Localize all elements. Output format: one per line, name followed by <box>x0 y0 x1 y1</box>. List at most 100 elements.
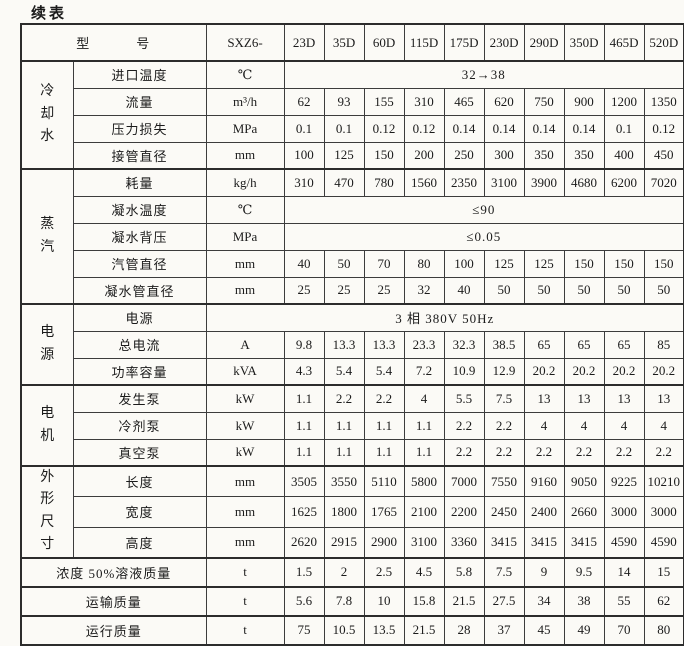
value-cell: 50 <box>643 276 684 305</box>
unit-cell: m³/h <box>205 87 285 116</box>
value-cell: 1.1 <box>283 438 325 467</box>
model-header: 115D <box>403 23 445 62</box>
value-cell: 7020 <box>643 168 684 197</box>
value-cell: 38 <box>563 585 605 617</box>
table-row: 真空泵 kW 1.1 1.1 1.1 1.1 2.2 2.2 2.2 2.2 2.2 2.2 <box>21 438 684 467</box>
value-cell: 0.12 <box>643 114 684 143</box>
unit-cell: kg/h <box>205 168 285 197</box>
value-cell: 40 <box>283 249 325 278</box>
value-cell: 350 <box>523 141 565 170</box>
value-cell: 2.2 <box>483 411 525 440</box>
value-cell: 1.1 <box>323 411 365 440</box>
unit-cell: mm <box>205 465 285 498</box>
value-cell: 200 <box>403 141 445 170</box>
value-cell: 45 <box>523 614 565 646</box>
value-cell: 1.1 <box>363 411 405 440</box>
value-cell: 1560 <box>403 168 445 197</box>
value-cell: 10.9 <box>443 357 485 386</box>
span-value-cell: 32→38 <box>283 60 684 89</box>
value-cell: 2620 <box>283 526 325 559</box>
row-label: 接管直径 <box>72 141 207 170</box>
table-header-row: 型 号 SXZ6- 23D 35D 60D 115D 175D 230D 290D 350D 4… <box>20 23 684 62</box>
value-cell: 25 <box>283 276 325 305</box>
value-cell: 150 <box>603 249 645 278</box>
value-cell: 5.4 <box>363 357 405 386</box>
unit-cell: ℃ <box>205 60 285 89</box>
value-cell: 3900 <box>523 168 565 197</box>
group-label: 电机 <box>40 406 55 444</box>
value-cell: 2450 <box>483 496 525 528</box>
value-cell: 2915 <box>323 526 365 559</box>
row-label: 流量 <box>72 87 207 116</box>
row-label: 总电流 <box>72 330 207 359</box>
row-label: 凝水背压 <box>72 222 207 251</box>
unit-cell: mm <box>205 249 285 278</box>
table-row: 运行质量 t 75 10.5 13.5 21.5 28 37 45 49 70 80 <box>20 614 684 646</box>
value-cell: 5.4 <box>323 357 365 386</box>
value-cell: 2660 <box>563 496 605 528</box>
span-value-cell: ≤90 <box>283 195 684 224</box>
value-cell: 4.3 <box>283 357 325 386</box>
value-cell: 9225 <box>603 465 645 498</box>
value-cell: 62 <box>643 585 684 617</box>
value-cell: 15.8 <box>403 585 445 617</box>
value-cell: 80 <box>403 249 445 278</box>
value-cell: 3360 <box>443 526 485 559</box>
value-cell: 4 <box>563 411 605 440</box>
row-label: 高度 <box>72 526 207 559</box>
unit-cell: t <box>205 556 285 588</box>
value-cell: 310 <box>283 168 325 197</box>
value-cell: 3000 <box>643 496 684 528</box>
full-span-value-cell: 3 相 380V 50Hz <box>205 303 684 332</box>
value-cell: 2.2 <box>443 411 485 440</box>
value-cell: 1.1 <box>403 438 445 467</box>
table-row: 宽度 mm 1625 1800 1765 2100 2200 2450 2400 2660 3000… <box>21 496 684 528</box>
model-header: 230D <box>483 23 525 62</box>
value-cell: 10.5 <box>323 614 365 646</box>
value-cell: 5.8 <box>443 556 485 588</box>
value-cell: 2.2 <box>563 438 605 467</box>
value-cell: 450 <box>643 141 684 170</box>
value-cell: 310 <box>403 87 445 116</box>
value-cell: 34 <box>523 585 565 617</box>
span-value-cell: ≤0.05 <box>283 222 684 251</box>
group-cell: 蒸汽 <box>20 168 74 305</box>
value-cell: 13.3 <box>323 330 365 359</box>
value-cell: 0.12 <box>363 114 405 143</box>
value-cell: 13 <box>523 384 565 413</box>
group-cell: 冷却水 <box>20 60 74 170</box>
value-cell: 1800 <box>323 496 365 528</box>
table-row: 冷却水 进口温度 ℃ 32→38 <box>20 60 684 170</box>
table-row: 汽管直径 mm 40 50 70 80 100 125 125 150 150 150 <box>21 249 684 278</box>
value-cell: 21.5 <box>403 614 445 646</box>
table-row: 功率容量 kVA 4.3 5.4 5.4 7.2 10.9 12.9 20.2 20.2 20.2 2… <box>21 357 684 386</box>
model-header: 175D <box>443 23 485 62</box>
value-cell: 2.2 <box>363 384 405 413</box>
value-cell: 65 <box>563 330 605 359</box>
value-cell: 2900 <box>363 526 405 559</box>
value-cell: 50 <box>603 276 645 305</box>
value-cell: 50 <box>523 276 565 305</box>
value-cell: 4 <box>403 384 445 413</box>
value-cell: 1200 <box>603 87 645 116</box>
value-cell: 2400 <box>523 496 565 528</box>
row-label: 功率容量 <box>72 357 207 386</box>
value-cell: 20.2 <box>603 357 645 386</box>
value-cell: 25 <box>323 276 365 305</box>
value-cell: 21.5 <box>443 585 485 617</box>
value-cell: 9050 <box>563 465 605 498</box>
table-row: 外形尺寸 长度 mm 3505 3550 5110 5800 7000 7550 9160 9050… <box>20 465 684 559</box>
table-row: 蒸汽 耗量 kg/h 310 470 780 1560 2350 3100 3900 4680 620… <box>20 168 684 305</box>
value-cell: 55 <box>603 585 645 617</box>
model-header: 465D <box>603 23 645 62</box>
unit-cell: mm <box>205 141 285 170</box>
value-cell: 2.5 <box>363 556 405 588</box>
value-cell: 1625 <box>283 496 325 528</box>
value-cell: 5110 <box>363 465 405 498</box>
value-cell: 9 <box>523 556 565 588</box>
unit-cell: kVA <box>205 357 285 386</box>
value-cell: 38.5 <box>483 330 525 359</box>
value-cell: 20.2 <box>523 357 565 386</box>
model-header: 60D <box>363 23 405 62</box>
value-cell: 49 <box>563 614 605 646</box>
